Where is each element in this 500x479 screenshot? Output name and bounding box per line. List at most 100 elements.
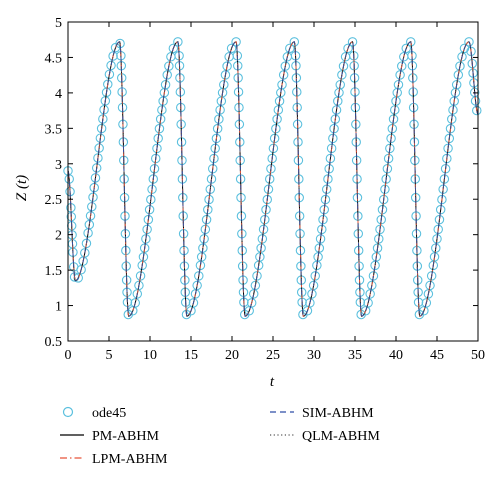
ode45-marker-32 — [103, 79, 113, 90]
ode45-marker-259 — [377, 204, 388, 215]
ode45-marker-332 — [472, 105, 482, 116]
x-tick-label-0: 0 — [65, 348, 72, 363]
ode45-marker-111 — [198, 243, 208, 253]
ode45-marker-114 — [201, 214, 212, 225]
ode45-marker-82 — [164, 61, 174, 71]
ode45-marker-321 — [453, 70, 464, 80]
ode45-marker-21 — [89, 182, 99, 193]
ode45-marker-59 — [134, 280, 144, 291]
ode45-marker-203 — [308, 280, 319, 291]
ode45-marker-211 — [319, 204, 329, 215]
ode45-marker-169 — [268, 143, 279, 154]
ode45-marker-306 — [434, 214, 445, 225]
ode45-marker-172 — [272, 114, 282, 124]
ode45-marker-268 — [388, 114, 399, 124]
ode45-marker-57 — [130, 298, 140, 308]
ode45-marker-305 — [433, 224, 443, 235]
ode45-marker-274 — [396, 61, 407, 71]
ode45-marker-168 — [267, 153, 277, 164]
ode45-marker-120 — [209, 153, 219, 164]
ode45-marker-272 — [393, 79, 404, 90]
ode45-marker-204 — [310, 271, 320, 281]
ode45-marker-219 — [329, 123, 339, 134]
ode45-marker-317 — [448, 105, 458, 115]
ode45-marker-226 — [338, 61, 349, 71]
ode45-marker-277 — [406, 37, 416, 47]
ode45-marker-180 — [285, 43, 295, 54]
ode45-marker-23 — [91, 163, 102, 173]
ode45-marker-177 — [278, 70, 289, 80]
ode45-marker-314 — [444, 133, 455, 144]
ode45-marker-75 — [154, 123, 165, 134]
ode45-marker-267 — [387, 123, 398, 134]
ode45-marker-254 — [371, 252, 382, 262]
ode45-marker-11 — [73, 273, 84, 283]
ode45-marker-62 — [138, 252, 149, 262]
ode45-marker-107 — [192, 280, 202, 291]
ode45-marker-60 — [135, 271, 146, 281]
axes: 0 5 10 15 20 25 30 35 40 45 50 0.5 1 1.5 2 2.5 3 3.5 4 4.5 5 — [45, 16, 486, 363]
y-tick-label-4: 2.5 — [45, 193, 63, 208]
x-tick-label-8: 40 — [389, 348, 403, 363]
legend-label-ode45: ode45 — [92, 406, 126, 421]
ode45-marker-216 — [325, 153, 336, 164]
legend-entry-qlm-abhm: QLM-ABHM — [270, 429, 380, 444]
x-tick-label-6: 30 — [307, 348, 321, 363]
ode45-marker-312 — [442, 153, 452, 164]
ode45-marker-105 — [188, 298, 199, 308]
x-tick-label-7: 35 — [348, 348, 362, 363]
ode45-marker-67 — [144, 204, 155, 215]
ode45-marker-153 — [246, 298, 257, 308]
ode45-marker-206 — [313, 252, 323, 262]
ode45-marker-258 — [376, 214, 386, 225]
ode45-marker-313 — [443, 143, 453, 154]
legend: ode45 PM-ABHM LPM-ABHM SIM-ABHM QLM-ABHM — [60, 406, 380, 467]
ode45-marker-323 — [457, 52, 467, 62]
ode45-marker-209 — [317, 224, 327, 235]
sim-abhm-line — [67, 41, 479, 317]
ode45-marker-133 — [231, 37, 241, 47]
ode45-marker-34 — [106, 60, 116, 71]
ode45-marker-80 — [160, 79, 171, 90]
ode45-marker-251 — [367, 280, 377, 291]
qlm-abhm-line — [67, 41, 479, 317]
ode45-marker-15 — [81, 238, 92, 249]
ode45-marker-26 — [95, 133, 106, 143]
ode45-marker-130 — [222, 61, 232, 71]
ode45-marker-302 — [429, 252, 440, 262]
ode45-marker-124 — [214, 114, 224, 124]
ode45-marker-29 — [99, 105, 109, 115]
series-lines — [67, 41, 479, 317]
ode45-marker-225 — [337, 70, 347, 80]
ode45-marker-164 — [262, 194, 273, 205]
ode45-marker-249 — [363, 298, 373, 308]
ode45-marker-121 — [210, 143, 220, 154]
ode45-marker-228 — [343, 43, 353, 54]
ode45-marker-156 — [252, 271, 262, 281]
ode45-marker-224 — [335, 79, 345, 90]
legend-label-lpm-abhm: LPM-ABHM — [92, 452, 168, 467]
ode45-marker-181 — [289, 37, 300, 47]
y-tick-label-5: 3 — [55, 158, 62, 173]
x-tick-label-2: 10 — [143, 348, 157, 363]
ode45-marker-220 — [330, 114, 341, 124]
ode45-marker-257 — [375, 224, 385, 235]
legend-entry-sim-abhm: SIM-ABHM — [270, 406, 374, 421]
ode45-marker-64 — [141, 234, 151, 244]
ode45-marker-265 — [385, 143, 395, 154]
ode45-marker-65 — [142, 224, 152, 235]
ode45-marker-252 — [368, 271, 379, 281]
ode45-marker-85 — [173, 37, 183, 47]
x-tick-label-9: 45 — [430, 348, 444, 363]
ode45-marker-66 — [143, 214, 154, 225]
ode45-marker-207 — [314, 243, 325, 253]
ode45-marker-129 — [220, 70, 231, 80]
ode45-marker-68 — [146, 194, 156, 205]
ode45-marker-320 — [451, 79, 462, 90]
ode45-marker-276 — [401, 43, 411, 54]
pm-abhm-line — [67, 41, 479, 317]
ode45-marker-176 — [277, 79, 287, 90]
ode45-marker-14 — [80, 248, 90, 258]
ode45-marker-170 — [269, 133, 280, 144]
